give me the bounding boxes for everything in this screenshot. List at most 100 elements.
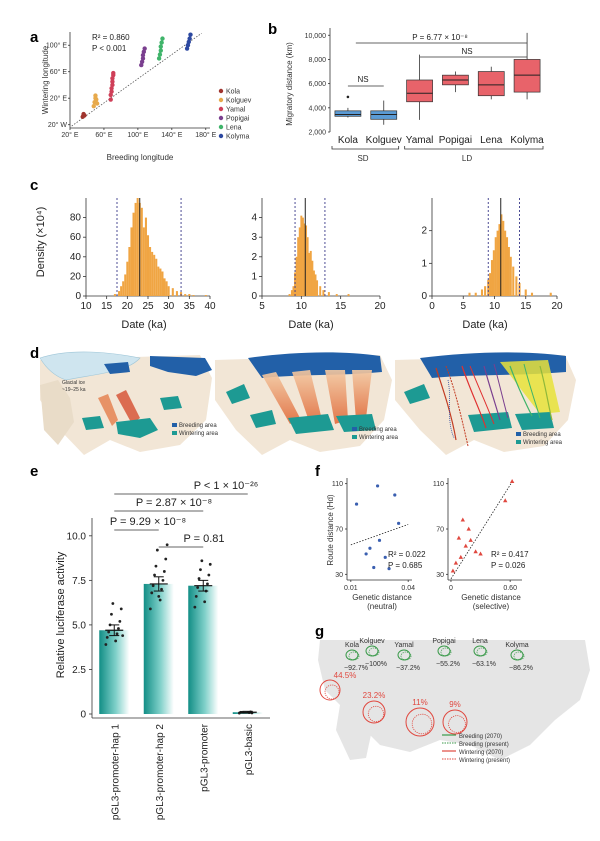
panel-f-x-tick-label: 0.04 [401,585,415,592]
panel-b-box-kolyma [513,59,541,93]
panel-f-point [509,479,515,483]
panel-c-x-tick-label: 30 [163,301,175,312]
panel-c-hist-bar [184,294,187,296]
panel-c-hist-bar [322,290,325,296]
legend-breeding-present: Breeding (present) [459,742,509,748]
panel-a-point-yamal [110,79,115,84]
map-g-legend: Breeding (2070) Breeding (present) Winte… [442,734,510,764]
glacial-ice-label: Glacial ice [62,380,85,386]
panel-b-bracket-sd [331,146,400,150]
panel-c-hist-bar [136,198,139,296]
panel-e-point [150,591,154,595]
panel-e-point [199,568,202,572]
wintering-site-change: 44.5% [334,671,357,680]
panel-c-hist-bar [303,223,306,296]
panel-c-label: c [30,177,38,194]
panel-c-hist-bar [301,217,304,296]
breeding-site-present [368,647,380,657]
breeding-site-present [348,651,360,661]
panel-a-point-lena [156,56,162,61]
map-d1: Glacial ice ~19–25 ka Breeding area Wint… [39,351,219,455]
panel-e-bar [143,583,174,714]
panel-f-point [466,526,471,531]
panel-a-x-tick-label: 100° E [127,131,148,139]
panel-c-hist-bar [122,281,125,296]
panel-c-hist-bar [518,282,521,296]
panel-e-point [151,584,155,588]
panel-f-fit-line [350,524,409,546]
panel-c-hist-bar [126,261,129,296]
wintering-site-2070 [362,700,386,724]
panel-a-legend: Kola Kolguev Yamal Popigai Lena Kolyma [218,89,252,141]
wintering-site-2070 [319,679,341,701]
panel-f-r2-2: R² = 0.417 [491,550,529,559]
panel-f-ylabel: Route distance (Hd) [326,494,335,565]
panel-f-point [478,551,483,556]
panel-a-point-kolguev [93,93,98,98]
panel-c-hist-bar [298,227,301,296]
panel-c-x-tick-label: 40 [204,301,216,312]
panel-b-category-kolyma: Kolyma [510,135,544,146]
panel-e-point [206,582,209,586]
panel-e-point [161,578,165,582]
panel-f-point [387,567,391,571]
panel-e-category-label: pGL3-promoter [199,723,210,791]
panel-c-hist-bar [128,247,131,296]
panel-a-point-lena [160,36,165,41]
panel-c-hist-bar [155,258,158,296]
panel-f-xlabel-1: Genetic distance [352,593,412,602]
panel-c-hist-bar [335,294,338,296]
panel-a-point-popigai [140,56,146,61]
breeding-site-name: Kola [345,642,359,649]
panel-f-point [375,484,380,488]
panel-a-r2: R² = 0.860 [92,33,130,42]
panel-a-point-yamal [108,97,113,102]
panel-c-hist-bar [167,286,170,296]
panel-c-hist-bar [165,281,168,296]
panel-c-hist-bar [132,212,135,296]
panel-c-xlabel-2: Date (ka) [288,319,333,331]
panel-f-xlabel-1b: (neutral) [367,602,397,611]
panel-c-hist-bar [347,294,350,296]
panel-c-hist-bar [188,294,191,296]
panel-e-ylabel: Relative luciferase activity [55,551,67,678]
panel-f-y-tick-label: 30 [436,572,444,579]
wintering-site-present [324,684,340,700]
panel-f-point [463,543,468,548]
panel-f-point [460,517,465,522]
panel-c-hist-bar [498,224,501,296]
panel-c-hist-bar [151,251,154,296]
panel-c-y-tick-label: 0 [75,291,81,302]
panel-e-point [119,607,123,611]
panel-c-y-tick-label: 0 [251,291,257,302]
panel-c-hist-bar [312,270,315,296]
panel-e-category-label: pGL3-basic [244,724,255,775]
panel-e-bar [99,630,130,714]
panel-c-hist-bar [490,260,494,296]
panel-e-point [115,632,119,636]
panel-e-point [196,586,200,589]
legend-wintering-present: Wintering (present) [459,758,510,764]
panel-c-x-tick-label: 15 [520,301,532,312]
wintering-site-2070 [405,707,435,737]
panel-c-x-tick-label: 35 [184,301,196,312]
panel-e-point [203,600,207,604]
panel-c-hist-bar [294,272,297,296]
panel-f-point [372,565,376,570]
panel-c-hist-bar [118,291,121,296]
panel-e-point [107,630,111,634]
wintering-site-2070 [442,709,468,735]
panel-c-hist-bar [314,274,317,296]
panel-c-hist-bar [157,266,160,296]
panel-c-hist-bar [161,271,164,296]
panel-a-x-tick-label: 180° E [195,131,216,139]
map-d1-legend-breeding: Breeding area [179,423,217,429]
panel-a-point-kolyma [187,36,192,41]
panel-e-point [105,635,109,639]
panel-f-point [473,549,478,554]
breeding-site-present [513,651,525,661]
panel-c-hist-bar [480,289,484,296]
panel-f-point [364,552,368,556]
panel-a-point-yamal [109,86,114,91]
